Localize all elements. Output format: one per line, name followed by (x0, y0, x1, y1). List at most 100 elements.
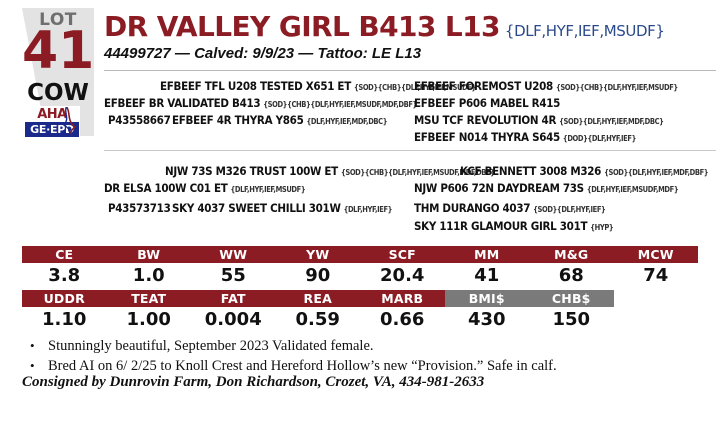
pedigree-dam-great-grandsire-2: THM DURANGO 4037 {SOD}{DLF,HYF,IEF} (414, 201, 606, 215)
epd-header-marb: MARB (360, 290, 445, 307)
epd-value-ww: 55 (220, 265, 246, 286)
pedigree-codes: {SOD}{CHB}{DLF,HYF,IEF,MSUDF} (555, 83, 678, 92)
pedigree-divider (104, 150, 716, 151)
epd-value-uddr: 1.10 (42, 309, 87, 330)
pedigree-name: THM DURANGO 4037 (414, 201, 531, 215)
epd-value-mm: 41 (474, 265, 500, 286)
epd-header-ce: CE (22, 246, 107, 263)
pedigree-name: DR ELSA 100W C01 ET (104, 181, 228, 195)
epd-value-rea: 0.59 (295, 309, 340, 330)
pedigree-dam-great-granddam-2: SKY 111R GLAMOUR GIRL 301T {HYP} (414, 219, 614, 233)
epd-header-chb: CHB$ (529, 290, 614, 307)
animal-name-codes: {DLF,HYF,IEF,MSUDF} (504, 22, 665, 40)
pedigree-codes: {SOD}{DLF,HYF,IEF} (533, 205, 606, 214)
note-text: Bred AI on 6/ 2/25 to Knoll Crest and He… (48, 358, 557, 374)
lot-sex: COW (27, 80, 89, 106)
pedigree-sire-granddam: EFBEEF 4R THYRA Y865 {DLF,HYF,IEF,MDF,DB… (172, 113, 388, 127)
pedigree-name: EFBEEF TFL U208 TESTED X651 ET (160, 79, 351, 93)
pedigree-codes: {SOD}{CHB}{DLF,HYF,IEF,MSUDF} (353, 83, 476, 92)
epd-header-mg: M&G (529, 246, 614, 263)
epd-header-ww: WW (191, 246, 276, 263)
epd-value-spacer (614, 307, 699, 333)
epd-values-row1: 3.8 1.0 55 90 20.4 41 68 74 (22, 263, 698, 289)
epd-value-bw: 1.0 (132, 265, 165, 286)
bullet-icon: • (30, 338, 35, 353)
pedigree-codes: {DLF,HYF,IEF,MSUDF,MDF} (586, 185, 679, 194)
epd-value-mcw: 74 (643, 265, 669, 286)
pedigree-sire-registration: P43558667 (108, 113, 171, 127)
pedigree-dam-granddam: SKY 4037 SWEET CHILLI 301W {DLF,HYF,IEF} (172, 201, 392, 215)
epd-value-mg: 68 (558, 265, 584, 286)
lot-badge: LOT 41 COW (22, 8, 94, 136)
epd-header-row1: CE BW WW YW SCF MM M&G MCW (22, 246, 698, 263)
registration-number: P43558667 (108, 113, 171, 127)
epd-header-yw: YW (275, 246, 360, 263)
pedigree-name: EFBEEF N014 THYRA S645 (414, 130, 560, 144)
pedigree-codes: {DLF,HYF,IEF,MDF,DBC} (306, 117, 388, 126)
aha-ge-epd-logo: AHA GE·EPD (24, 106, 80, 138)
pedigree-codes: {DLF,HYF,IEF,MSUDF} (230, 185, 306, 194)
pedigree-codes: {HYP} (590, 223, 614, 232)
epd-value-marb: 0.66 (380, 309, 425, 330)
epd-header-mcw: MCW (613, 246, 698, 263)
pedigree-codes: {DOD}{DLF,HYF,IEF} (562, 134, 636, 143)
dna-helix-icon (62, 107, 77, 137)
lot-label: LOT (39, 10, 77, 30)
epd-header-uddr: UDDR (22, 290, 107, 307)
animal-subtitle: 44499727 — Calved: 9/9/23 — Tattoo: LE L… (104, 45, 422, 62)
pedigree-sire: EFBEEF BR VALIDATED B413 {SOD}{CHB}{DLF,… (104, 96, 417, 110)
epd-header-row2: UDDR TEAT FAT REA MARB BMI$ CHB$ (22, 290, 698, 307)
animal-name: DR VALLEY GIRL B413 L13 (104, 10, 501, 43)
epd-header-teat: TEAT (106, 290, 191, 307)
bullet-icon: • (30, 358, 35, 373)
epd-header-spacer (614, 290, 699, 307)
pedigree-sire-great-granddam-1: EFBEEF P606 MABEL R415 (414, 96, 560, 110)
epd-value-bmi: 430 (467, 309, 506, 330)
notes-list: • Stunningly beautiful, September 2023 Va… (30, 336, 716, 376)
pedigree-dam-grandsire: NJW 73S M326 TRUST 100W ET {SOD}{CHB}{DL… (165, 164, 495, 178)
epd-value-ce: 3.8 (48, 265, 81, 286)
pedigree-name: EFBEEF P606 MABEL R415 (414, 96, 561, 110)
epd-value-teat: 1.00 (126, 309, 171, 330)
epd-value-chb: 150 (552, 309, 591, 330)
pedigree-dam-great-granddam-1: NJW P606 72N DAYDREAM 73S {DLF,HYF,IEF,M… (414, 181, 679, 195)
epd-table-row1: CE BW WW YW SCF MM M&G MCW 3.8 1.0 55 90… (22, 246, 698, 289)
lot-number: 41 (22, 21, 95, 81)
pedigree-dam: DR ELSA 100W C01 ET {DLF,HYF,IEF,MSUDF} (104, 181, 306, 195)
epd-header-mm: MM (444, 246, 529, 263)
pedigree-sire-great-grandsire-2: MSU TCF REVOLUTION 4R {SOD}{DLF,HYF,IEF,… (414, 113, 664, 127)
pedigree-codes: {DLF,HYF,IEF} (343, 205, 393, 214)
epd-value-fat: 0.004 (204, 309, 262, 330)
pedigree-codes: {SOD}{DLF,HYF,IEF,MDF,DBC} (559, 117, 664, 126)
pedigree-name: SKY 111R GLAMOUR GIRL 301T (414, 219, 588, 233)
epd-header-rea: REA (275, 290, 360, 307)
epd-value-scf: 20.4 (380, 265, 425, 286)
epd-table-row2: UDDR TEAT FAT REA MARB BMI$ CHB$ 1.10 1.… (22, 290, 698, 333)
epd-header-bmi: BMI$ (444, 290, 529, 307)
epd-header-fat: FAT (191, 290, 276, 307)
pedigree-dam-great-grandsire-1: KCF BENNETT 3008 M326 {SOD}{DLF,HYF,IEF,… (460, 164, 709, 178)
pedigree-codes: {SOD}{CHB}{DLF,HYF,IEF,MSUDF,MDF,DBF} (263, 100, 417, 109)
pedigree-name: SKY 4037 SWEET CHILLI 301W (172, 201, 341, 215)
list-item: • Bred AI on 6/ 2/25 to Knoll Crest and H… (30, 356, 716, 376)
epd-header-scf: SCF (360, 246, 445, 263)
note-text: Stunningly beautiful, September 2023 Val… (48, 338, 374, 354)
pedigree-sire-great-granddam-2: EFBEEF N014 THYRA S645 {DOD}{DLF,HYF,IEF… (414, 130, 636, 144)
list-item: • Stunningly beautiful, September 2023 Va… (30, 336, 716, 356)
page-title: DR VALLEY GIRL B413 L13 {DLF,HYF,IEF,MSUD… (104, 10, 714, 43)
pedigree-name: KCF BENNETT 3008 M326 (460, 164, 602, 178)
pedigree-sire-great-grandsire-1: EFBEEF FOREMOST U208 {SOD}{CHB}{DLF,HYF,… (414, 79, 678, 93)
epd-value-yw: 90 (305, 265, 331, 286)
epd-header-bw: BW (106, 246, 191, 263)
pedigree-name: EFBEEF BR VALIDATED B413 (104, 96, 261, 110)
pedigree-codes: {SOD}{CHB}{DLF,HYF,IEF,MSUDF,MDF,DBF} (340, 168, 495, 177)
pedigree-dam-registration: P43573713 (108, 201, 171, 215)
pedigree-name: NJW P606 72N DAYDREAM 73S (414, 181, 584, 195)
pedigree-name: EFBEEF 4R THYRA Y865 (172, 113, 304, 127)
pedigree-name: MSU TCF REVOLUTION 4R (414, 113, 557, 127)
pedigree-sire-grandsire: EFBEEF TFL U208 TESTED X651 ET {SOD}{CHB… (160, 79, 476, 93)
registration-number: P43573713 (108, 201, 171, 215)
epd-values-row2: 1.10 1.00 0.004 0.59 0.66 430 150 (22, 307, 698, 333)
pedigree-name: EFBEEF FOREMOST U208 (414, 79, 553, 93)
